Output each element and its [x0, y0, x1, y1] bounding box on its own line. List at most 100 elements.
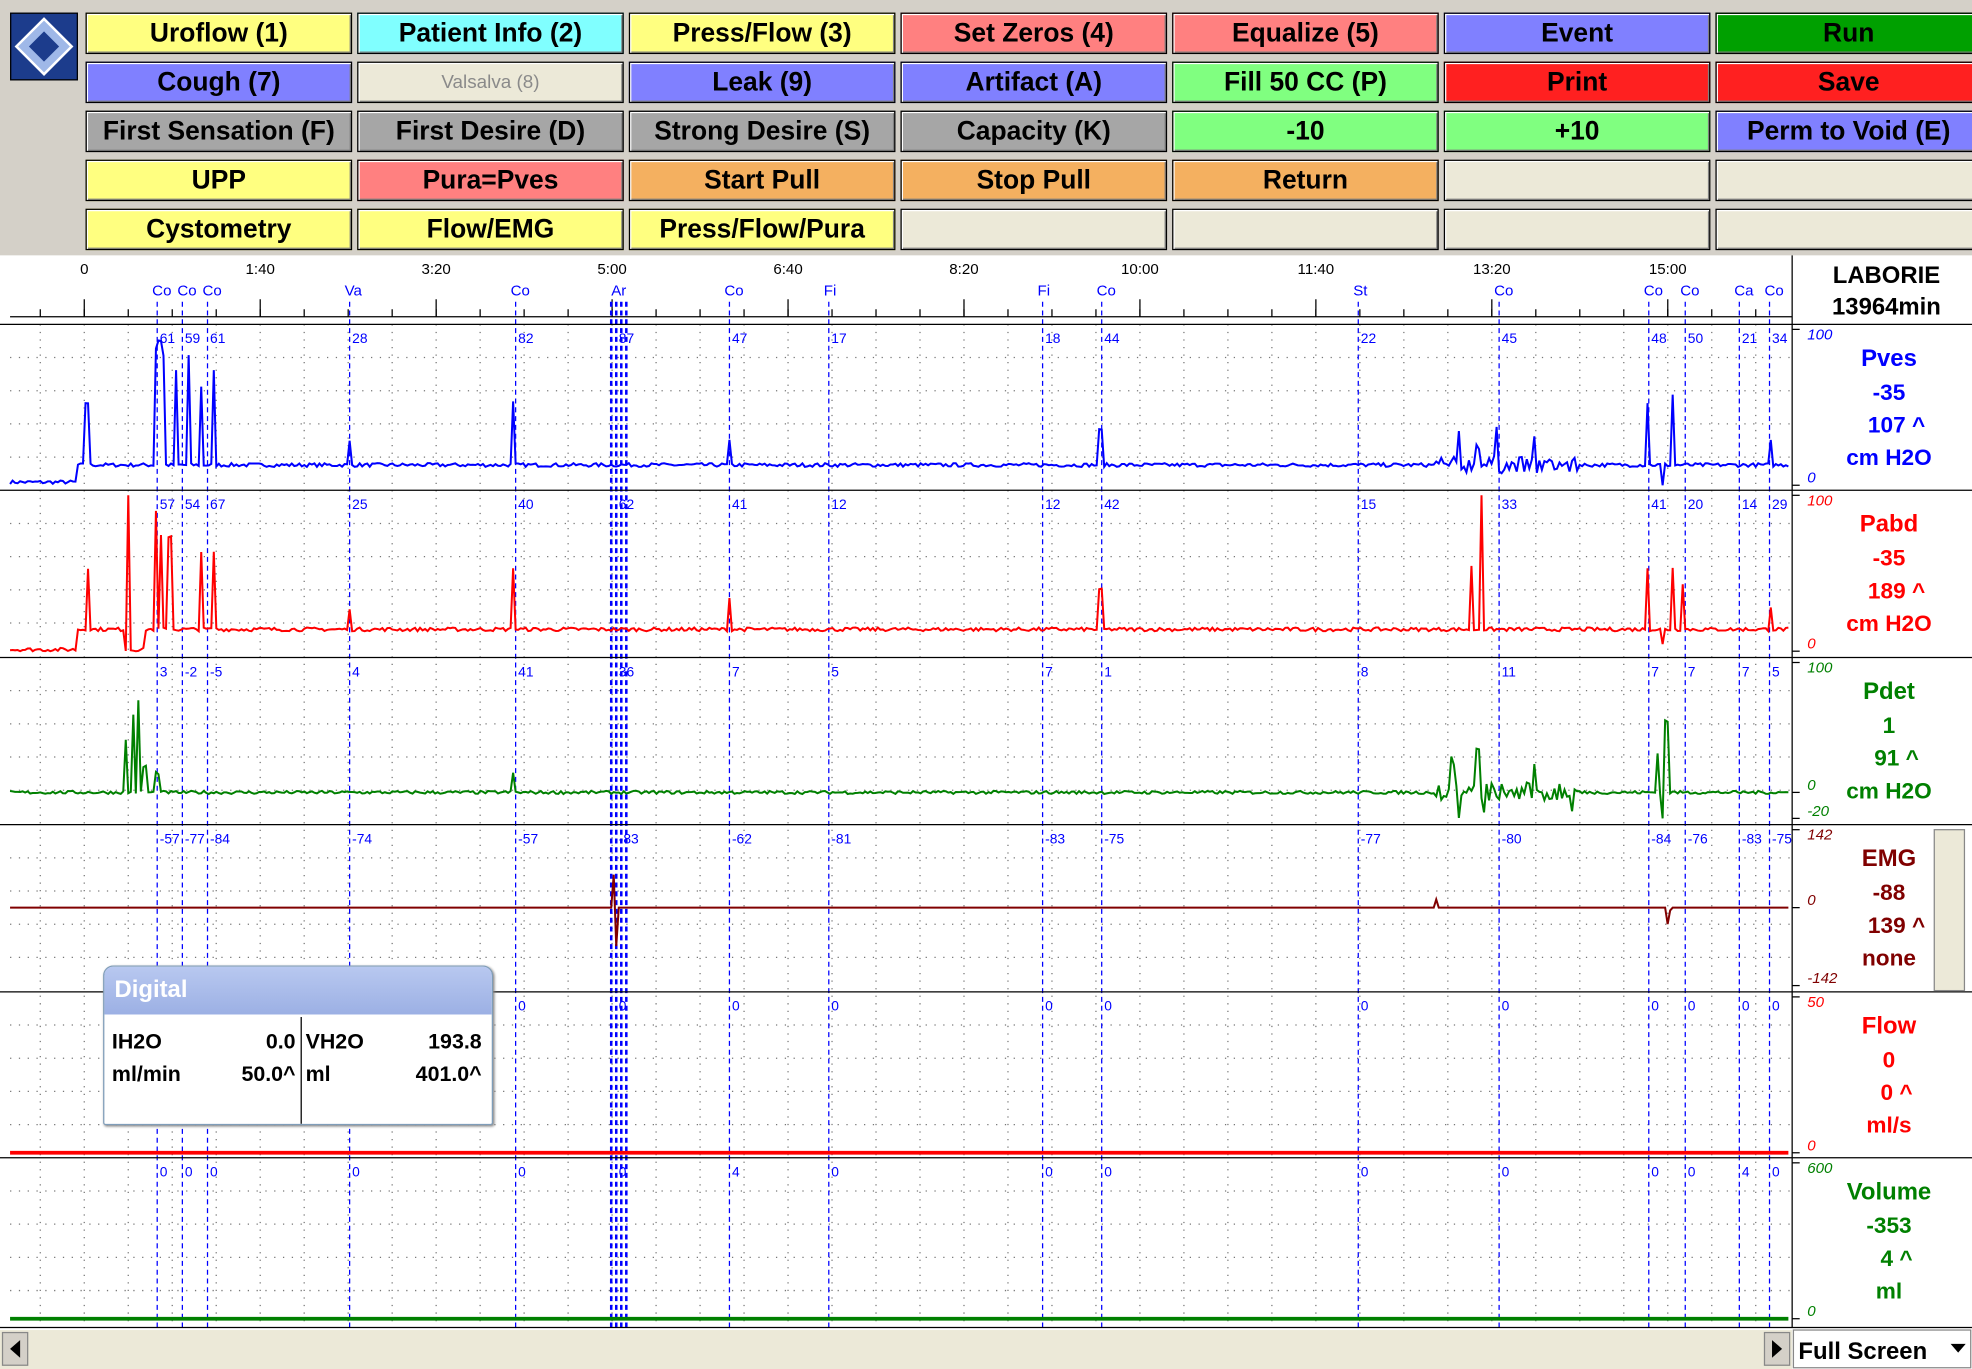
- channel-unit: ml: [1876, 1279, 1902, 1304]
- event-value: -74: [352, 831, 372, 847]
- channel-reading: 0: [1883, 1047, 1896, 1072]
- toolbar-button[interactable]: Leak (9): [628, 61, 896, 104]
- toolbar-button[interactable]: Press/Flow/Pura: [628, 208, 896, 251]
- toolbar-button[interactable]: Artifact (A): [900, 61, 1168, 104]
- event-value: -83: [1045, 831, 1065, 847]
- event-value: 15: [1361, 496, 1377, 512]
- event-label: Co: [724, 282, 743, 299]
- toolbar-button[interactable]: Print: [1443, 61, 1711, 104]
- channel-peak: 189 ^: [1868, 578, 1925, 603]
- toolbar-button[interactable]: Strong Desire (S): [628, 110, 896, 153]
- digital-cell: 50.0^: [241, 1062, 296, 1087]
- logo[interactable]: [10, 12, 78, 81]
- toolbar-button[interactable]: UPP: [85, 159, 353, 202]
- channel-peak: 107 ^: [1868, 412, 1925, 437]
- digital-cell: ml: [305, 1062, 331, 1087]
- toolbar-button[interactable]: Capacity (K): [900, 110, 1168, 153]
- digital-cell: IH2O: [111, 1029, 162, 1054]
- channel-name: Pdet: [1863, 678, 1915, 705]
- event-value: 0: [1045, 998, 1053, 1014]
- event-value: 87: [619, 330, 634, 346]
- slider: [1933, 829, 1966, 992]
- event-value: 0: [160, 1164, 168, 1180]
- logo-icon: [14, 17, 74, 76]
- event-label: Co: [1680, 282, 1699, 299]
- toolbar-button[interactable]: +10: [1443, 110, 1711, 153]
- toolbar-button[interactable]: [1715, 159, 1972, 202]
- event-value: 0: [1502, 998, 1510, 1014]
- event-value: -84: [1651, 831, 1671, 847]
- time-tick-label: 13:20: [1473, 261, 1511, 278]
- toolbar-button[interactable]: Press/Flow (3): [628, 12, 896, 55]
- event-value: 0: [831, 998, 839, 1014]
- event-label: St: [1353, 282, 1368, 299]
- toolbar-button[interactable]: [900, 208, 1168, 251]
- event-value: 22: [1361, 330, 1376, 346]
- channel-unit: ml/s: [1866, 1113, 1911, 1138]
- event-value: 7: [1742, 663, 1750, 679]
- event-value: 21: [1742, 330, 1758, 346]
- event-value: 0: [619, 1164, 627, 1180]
- event-value: 0: [619, 998, 627, 1014]
- channel-reading: -88: [1873, 880, 1906, 905]
- trace: [9, 700, 1789, 819]
- event-label: Co: [1097, 282, 1116, 299]
- event-value: 0: [831, 1164, 839, 1180]
- toolbar-button[interactable]: [1443, 208, 1711, 251]
- scale-label: 142: [1807, 827, 1833, 844]
- event-value: -62: [732, 831, 752, 847]
- toolbar-button[interactable]: Flow/EMG: [357, 208, 624, 251]
- event-value: 34: [1772, 330, 1788, 346]
- toolbar-button[interactable]: Run: [1715, 12, 1972, 55]
- toolbar-button[interactable]: Cystometry: [85, 208, 353, 251]
- toolbar-button[interactable]: First Sensation (F): [85, 110, 353, 153]
- toolbar-button[interactable]: Patient Info (2): [357, 12, 624, 55]
- event-label: Ca: [1734, 282, 1754, 299]
- scrollbar: [0, 1330, 1793, 1369]
- event-value: 28: [352, 330, 368, 346]
- toolbar-button[interactable]: [1443, 159, 1711, 202]
- event-value: -75: [1772, 831, 1792, 847]
- toolbar-button[interactable]: Valsalva (8): [357, 61, 624, 104]
- event-value: 57: [160, 496, 175, 512]
- toolbar-button[interactable]: Pura=Pves: [357, 159, 624, 202]
- event-value: 0: [1104, 1164, 1112, 1180]
- toolbar-button[interactable]: Event: [1443, 12, 1711, 55]
- channel-unit: cm H2O: [1846, 778, 1932, 803]
- toolbar-button[interactable]: Uroflow (1): [85, 12, 353, 55]
- time-tick-label: 15:00: [1649, 261, 1687, 278]
- toolbar-button[interactable]: Start Pull: [628, 159, 896, 202]
- toolbar-button[interactable]: Equalize (5): [1172, 12, 1439, 55]
- toolbar-button[interactable]: -10: [1172, 110, 1439, 153]
- event-value: 0: [1772, 1164, 1780, 1180]
- event-value: 41: [732, 496, 748, 512]
- toolbar-button[interactable]: [1172, 208, 1439, 251]
- digital-panel[interactable]: Digital IH2O 0.0 VH2O 193.8 ml/min 50.0^ ml 401…: [103, 965, 493, 1126]
- trace: [10, 874, 1789, 947]
- time-tick-label: 11:40: [1298, 261, 1335, 278]
- toolbar-button[interactable]: Perm to Void (E): [1715, 110, 1972, 153]
- toolbar-button[interactable]: [1715, 208, 1972, 251]
- toolbar-button[interactable]: First Desire (D): [357, 110, 624, 153]
- event-value: 50: [1688, 330, 1704, 346]
- event-value: 5: [831, 663, 839, 679]
- event-value: 7: [1045, 663, 1053, 679]
- channel-name: Flow: [1862, 1012, 1917, 1039]
- event-label: Co: [177, 282, 196, 299]
- toolbar-button[interactable]: Cough (7): [85, 61, 353, 104]
- event-value: -77: [185, 831, 205, 847]
- digital-cell: ml/min: [111, 1062, 181, 1087]
- event-value: -57: [518, 831, 538, 847]
- toolbar-button[interactable]: Stop Pull: [900, 159, 1168, 202]
- event-value: 0: [210, 1164, 218, 1180]
- toolbar-button[interactable]: Fill 50 CC (P): [1172, 61, 1439, 104]
- toolbar-button[interactable]: Save: [1715, 61, 1972, 104]
- toolbar-button[interactable]: Return: [1172, 159, 1439, 202]
- channel-reading: -35: [1873, 546, 1906, 571]
- toolbar: Uroflow (1) Patient Info (2) Press/Flow (3…: [0, 0, 1972, 256]
- toolbar-button[interactable]: Set Zeros (4): [900, 12, 1168, 55]
- view-label: Full Screen: [1798, 1338, 1927, 1365]
- event-value: -77: [1361, 831, 1381, 847]
- digital-cell: 401.0^: [415, 1062, 482, 1087]
